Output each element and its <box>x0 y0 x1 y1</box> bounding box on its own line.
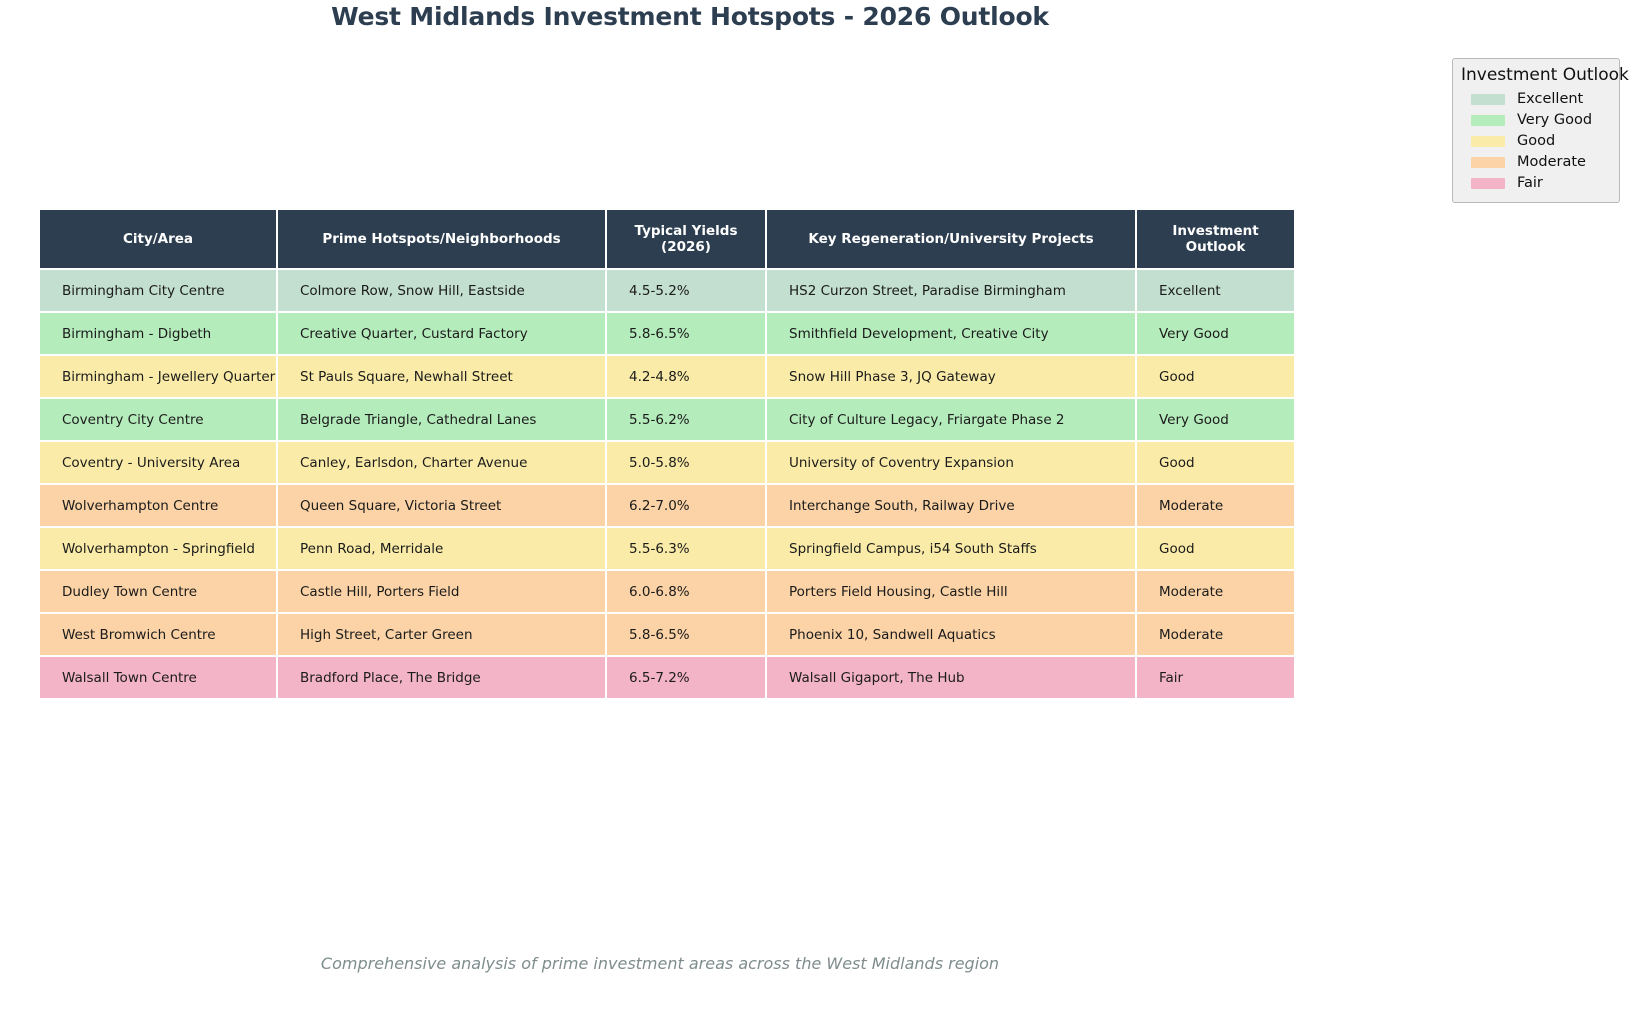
cell-prime-hotspots: Penn Road, Merridale <box>278 528 605 569</box>
legend-item-label: Fair <box>1517 175 1543 191</box>
table-row: Wolverhampton Centre Queen Square, Victor… <box>40 485 1294 526</box>
cell-investment-outlook: Excellent <box>1137 270 1294 311</box>
legend-color-swatch <box>1471 136 1505 147</box>
table-body: Birmingham City Centre Colmore Row, Snow … <box>40 270 1294 698</box>
cell-investment-outlook: Very Good <box>1137 313 1294 354</box>
table-header: City/Area Prime Hotspots/Neighborhoods T… <box>40 210 1294 268</box>
legend-item: Very Good <box>1461 110 1611 131</box>
cell-key-projects: Walsall Gigaport, The Hub <box>767 657 1135 698</box>
cell-prime-hotspots: St Pauls Square, Newhall Street <box>278 356 605 397</box>
cell-city-area: Wolverhampton Centre <box>40 485 276 526</box>
table-row: Walsall Town Centre Bradford Place, The B… <box>40 657 1294 698</box>
cell-investment-outlook: Good <box>1137 528 1294 569</box>
table-row: Coventry City Centre Belgrade Triangle, C… <box>40 399 1294 440</box>
cell-typical-yields: 5.8-6.5% <box>607 313 765 354</box>
cell-city-area: Birmingham City Centre <box>40 270 276 311</box>
cell-typical-yields: 5.5-6.2% <box>607 399 765 440</box>
legend-item-label: Excellent <box>1517 91 1584 107</box>
cell-typical-yields: 5.5-6.3% <box>607 528 765 569</box>
cell-city-area: Coventry City Centre <box>40 399 276 440</box>
column-header-investment-outlook: Investment Outlook <box>1137 210 1294 268</box>
legend-item-label: Moderate <box>1517 154 1586 170</box>
cell-key-projects: Interchange South, Railway Drive <box>767 485 1135 526</box>
cell-key-projects: Smithfield Development, Creative City <box>767 313 1135 354</box>
cell-prime-hotspots: Bradford Place, The Bridge <box>278 657 605 698</box>
legend-item: Excellent <box>1461 89 1611 110</box>
cell-key-projects: City of Culture Legacy, Friargate Phase … <box>767 399 1135 440</box>
cell-investment-outlook: Good <box>1137 442 1294 483</box>
cell-typical-yields: 4.5-5.2% <box>607 270 765 311</box>
cell-prime-hotspots: High Street, Carter Green <box>278 614 605 655</box>
table-row: Birmingham - Jewellery Quarter St Pauls S… <box>40 356 1294 397</box>
cell-prime-hotspots: Colmore Row, Snow Hill, Eastside <box>278 270 605 311</box>
table-row: Wolverhampton - Springfield Penn Road, Me… <box>40 528 1294 569</box>
cell-investment-outlook: Fair <box>1137 657 1294 698</box>
legend-item: Good <box>1461 131 1611 152</box>
legend-item-label: Very Good <box>1517 112 1593 128</box>
cell-typical-yields: 4.2-4.8% <box>607 356 765 397</box>
cell-investment-outlook: Moderate <box>1137 571 1294 612</box>
table-row: West Bromwich Centre High Street, Carter … <box>40 614 1294 655</box>
cell-typical-yields: 6.0-6.8% <box>607 571 765 612</box>
cell-key-projects: Snow Hill Phase 3, JQ Gateway <box>767 356 1135 397</box>
table-header-row: City/Area Prime Hotspots/Neighborhoods T… <box>40 210 1294 268</box>
column-header-city-area: City/Area <box>40 210 276 268</box>
legend-color-swatch <box>1471 94 1505 105</box>
cell-investment-outlook: Moderate <box>1137 614 1294 655</box>
investment-hotspots-table: City/Area Prime Hotspots/Neighborhoods T… <box>38 208 1296 700</box>
legend-item-list: Excellent Very Good Good Moderate Fair <box>1461 89 1611 194</box>
legend-color-swatch <box>1471 115 1505 126</box>
legend-title: Investment Outlook <box>1461 65 1629 85</box>
cell-typical-yields: 5.0-5.8% <box>607 442 765 483</box>
column-header-typical-yields: Typical Yields (2026) <box>607 210 765 268</box>
table-row: Birmingham - Digbeth Creative Quarter, Cu… <box>40 313 1294 354</box>
legend-color-swatch <box>1471 178 1505 189</box>
cell-prime-hotspots: Castle Hill, Porters Field <box>278 571 605 612</box>
cell-investment-outlook: Moderate <box>1137 485 1294 526</box>
cell-typical-yields: 5.8-6.5% <box>607 614 765 655</box>
cell-key-projects: University of Coventry Expansion <box>767 442 1135 483</box>
table-row: Birmingham City Centre Colmore Row, Snow … <box>40 270 1294 311</box>
cell-prime-hotspots: Creative Quarter, Custard Factory <box>278 313 605 354</box>
cell-prime-hotspots: Belgrade Triangle, Cathedral Lanes <box>278 399 605 440</box>
legend-item: Fair <box>1461 173 1611 194</box>
cell-prime-hotspots: Canley, Earlsdon, Charter Avenue <box>278 442 605 483</box>
page-title: West Midlands Investment Hotspots - 2026… <box>331 2 1049 31</box>
cell-city-area: Coventry - University Area <box>40 442 276 483</box>
legend-item: Moderate <box>1461 152 1611 173</box>
cell-key-projects: HS2 Curzon Street, Paradise Birmingham <box>767 270 1135 311</box>
cell-city-area: Walsall Town Centre <box>40 657 276 698</box>
footer-caption: Comprehensive analysis of prime investme… <box>320 954 1000 973</box>
cell-typical-yields: 6.5-7.2% <box>607 657 765 698</box>
cell-city-area: Birmingham - Jewellery Quarter <box>40 356 276 397</box>
legend-panel: Investment Outlook Excellent Very Good Goo… <box>1452 58 1629 203</box>
table-row: Dudley Town Centre Castle Hill, Porters F… <box>40 571 1294 612</box>
cell-city-area: Dudley Town Centre <box>40 571 276 612</box>
cell-prime-hotspots: Queen Square, Victoria Street <box>278 485 605 526</box>
cell-key-projects: Porters Field Housing, Castle Hill <box>767 571 1135 612</box>
table-row: Coventry - University Area Canley, Earlsd… <box>40 442 1294 483</box>
cell-city-area: Wolverhampton - Springfield <box>40 528 276 569</box>
legend-color-swatch <box>1471 157 1505 168</box>
column-header-prime-hotspots: Prime Hotspots/Neighborhoods <box>278 210 605 268</box>
cell-investment-outlook: Very Good <box>1137 399 1294 440</box>
column-header-key-projects: Key Regeneration/University Projects <box>767 210 1135 268</box>
legend-item-label: Good <box>1517 133 1556 149</box>
cell-city-area: Birmingham - Digbeth <box>40 313 276 354</box>
cell-city-area: West Bromwich Centre <box>40 614 276 655</box>
cell-key-projects: Phoenix 10, Sandwell Aquatics <box>767 614 1135 655</box>
cell-investment-outlook: Good <box>1137 356 1294 397</box>
cell-key-projects: Springfield Campus, i54 South Staffs <box>767 528 1135 569</box>
cell-typical-yields: 6.2-7.0% <box>607 485 765 526</box>
